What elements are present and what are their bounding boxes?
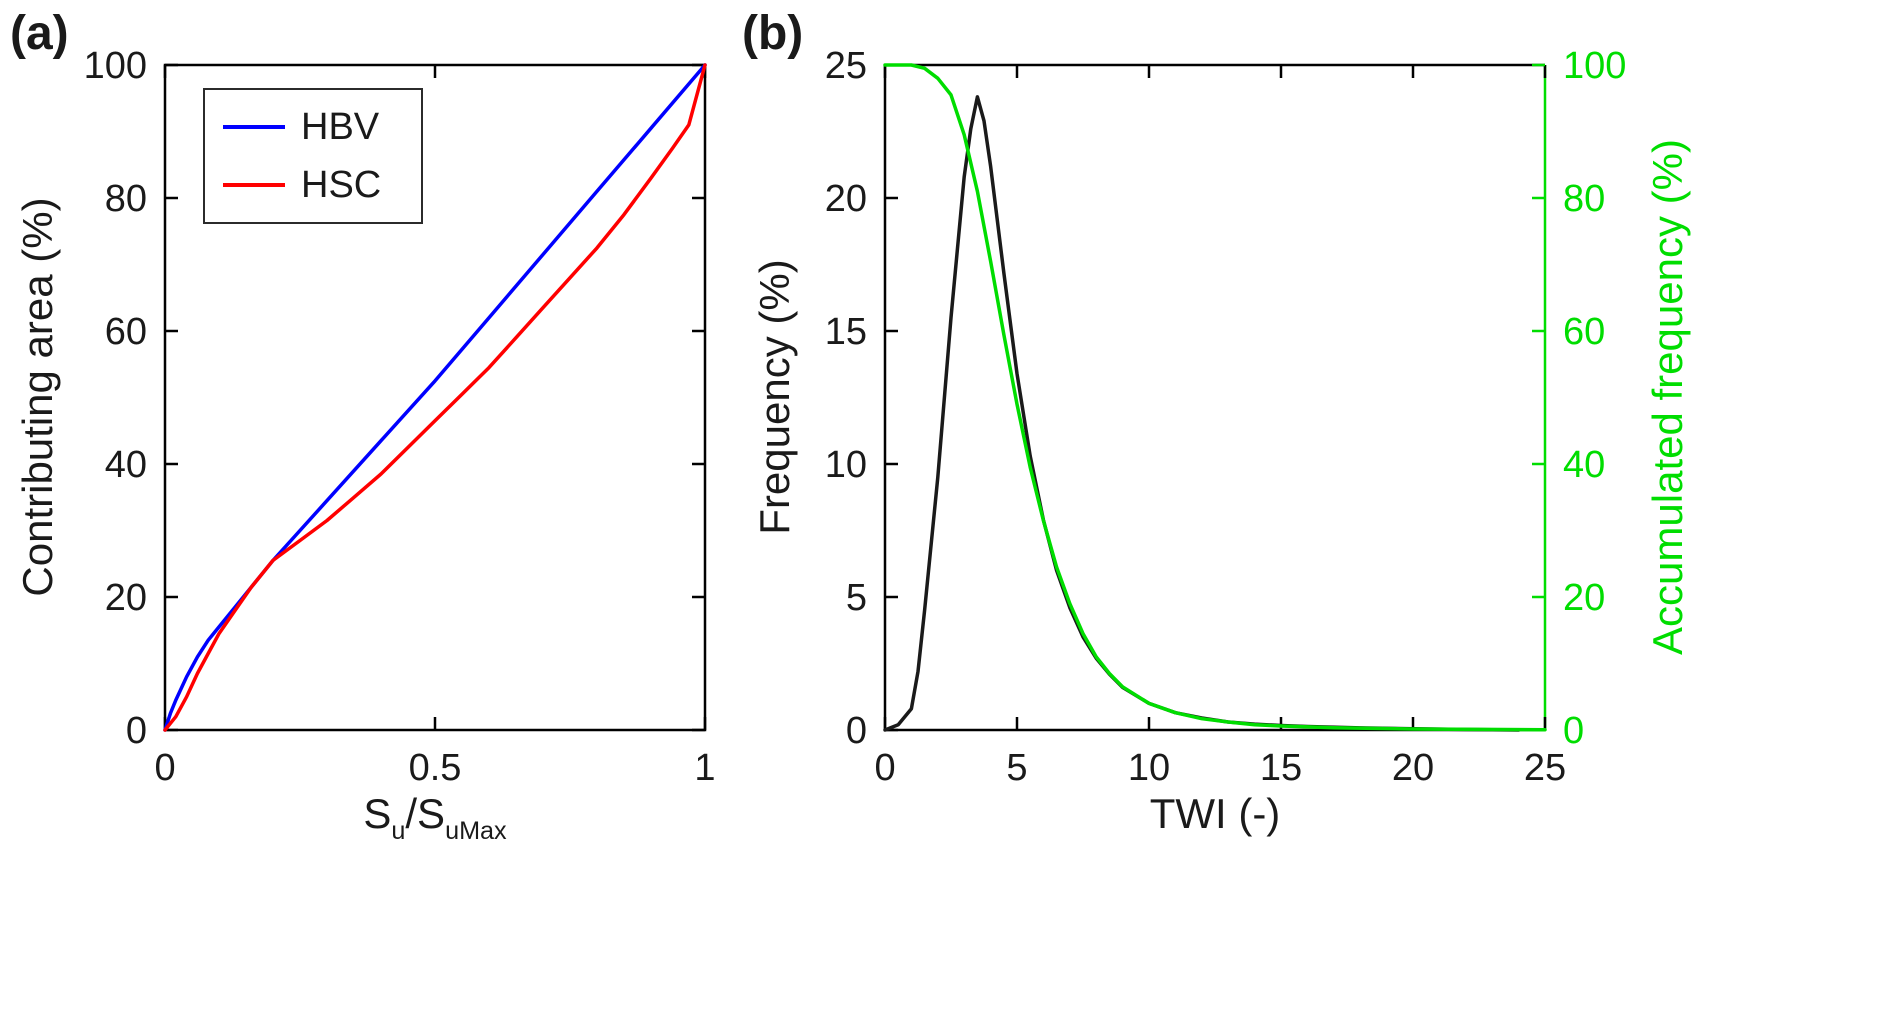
y-tick-label-left: 0 <box>846 710 867 752</box>
axes-box <box>883 63 1545 732</box>
x-tick-label: 0.5 <box>409 747 462 789</box>
panel-b-x-axis-label: TWI (-) <box>1149 790 1281 837</box>
y-tick-label-left: 20 <box>105 577 147 619</box>
legend-item-hbv: HBV <box>223 102 381 152</box>
y-tick-label-left: 40 <box>105 444 147 486</box>
x-tick-label: 20 <box>1392 747 1434 789</box>
x-axis-label-part: u <box>391 816 406 845</box>
x-axis-label-part: /S <box>405 790 446 837</box>
panel-a-plot: 0 0.5 1 0 20 40 60 80 100 <box>84 45 716 789</box>
accumulated-frequency-line <box>883 63 1547 732</box>
x-tick-label: 10 <box>1128 747 1170 789</box>
panel-b-label: (b) <box>742 7 804 60</box>
panel-b-right-y-axis-label: Accumulated frequency (%) <box>1644 139 1691 655</box>
panel-a-y-axis-label: Contributing area (%) <box>14 197 61 597</box>
x-tick-label: 5 <box>1006 747 1027 789</box>
panel-a-label: (a) <box>10 7 69 60</box>
x-tick-label: 1 <box>694 747 715 789</box>
legend-label-hbv: HBV <box>301 105 380 148</box>
legend-item-hsc: HSC <box>223 160 381 210</box>
x-tick-label: 15 <box>1260 747 1302 789</box>
x-axis-label-part: S <box>363 790 392 837</box>
x-tick-label: 25 <box>1524 747 1566 789</box>
y-tick-label-left: 10 <box>825 444 867 486</box>
y-tick-label-right: 60 <box>1563 311 1605 353</box>
y-tick-label-right: 0 <box>1563 710 1584 752</box>
y-tick-label-right: 80 <box>1563 178 1605 220</box>
y-tick-label-left: 5 <box>846 577 867 619</box>
panel-b-left-y-axis-label: Frequency (%) <box>751 259 798 535</box>
x-axis-label-part: uMax <box>445 816 507 845</box>
y-tick-label-left: 25 <box>825 45 867 87</box>
legend: HBV HSC <box>203 88 424 224</box>
y-tick-label-left: 100 <box>84 45 147 87</box>
y-tick-label-left: 15 <box>825 311 867 353</box>
y-tick-label-left: 20 <box>825 178 867 220</box>
x-tick-label: 0 <box>154 747 175 789</box>
hsc-line-swatch <box>223 183 285 187</box>
y-tick-label-left: 0 <box>126 710 147 752</box>
y-tick-label-left: 60 <box>105 311 147 353</box>
panel-a-x-axis-label: Su/SuMax <box>363 790 506 845</box>
y-tick-label-right: 40 <box>1563 444 1605 486</box>
y-tick-label-left: 80 <box>105 178 147 220</box>
y-tick-label-right: 100 <box>1563 45 1626 87</box>
y-tick-label-right: 20 <box>1563 577 1605 619</box>
hsc-line <box>163 63 707 732</box>
plot-area <box>885 65 1545 730</box>
legend-label-hsc: HSC <box>301 163 382 206</box>
x-tick-label: 0 <box>874 747 895 789</box>
hbv-line-swatch <box>223 125 285 129</box>
